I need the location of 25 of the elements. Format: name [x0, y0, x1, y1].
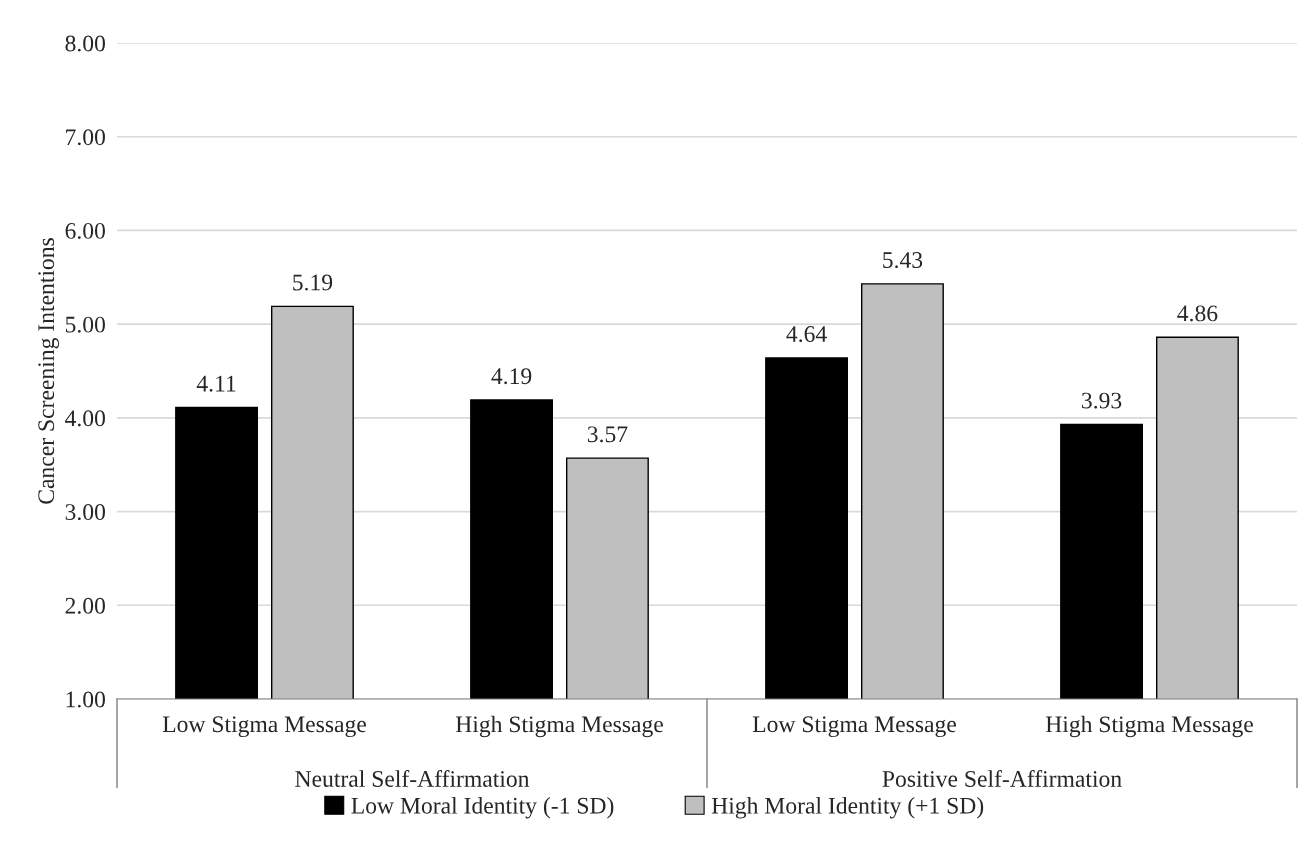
y-tick-label: 4.00 — [65, 410, 105, 427]
legend-label: High Moral Identity (+1 SD) — [711, 797, 984, 819]
y-tick-label: 6.00 — [65, 222, 105, 239]
data-label: 4.11 — [196, 375, 236, 392]
data-label: 4.19 — [491, 368, 532, 385]
y-tick-label: 1.00 — [66, 691, 105, 708]
data-label: 4.64 — [786, 326, 827, 343]
x-tick-label: High Stigma Message — [1045, 715, 1253, 738]
x-tick-label: Low Stigma Message — [752, 716, 956, 738]
y-tick-label: 3.00 — [65, 504, 105, 521]
data-label: 3.93 — [1082, 392, 1122, 409]
y-tick-label: 8.00 — [65, 35, 105, 52]
y-tick-label: 2.00 — [65, 597, 105, 614]
y-tick-label: 7.00 — [66, 129, 105, 146]
data-label: 4.86 — [1177, 305, 1218, 322]
data-label: 5.43 — [883, 252, 923, 269]
text: Neutral Self-Affirmation — [295, 770, 530, 787]
data-label: 5.19 — [293, 274, 333, 291]
x-tick-label: High Stigma Message — [455, 715, 663, 738]
data-label: 3.57 — [587, 426, 628, 443]
y-tick-label: 5.00 — [65, 316, 105, 333]
y-axis-title: Cancer Screening Intentions — [38, 238, 60, 504]
x-tick-label: Low Stigma Message — [162, 716, 366, 738]
text: Positive Self-Affirmation — [882, 770, 1122, 787]
legend-label: Low Moral Identity (-1 SD) — [351, 797, 614, 819]
